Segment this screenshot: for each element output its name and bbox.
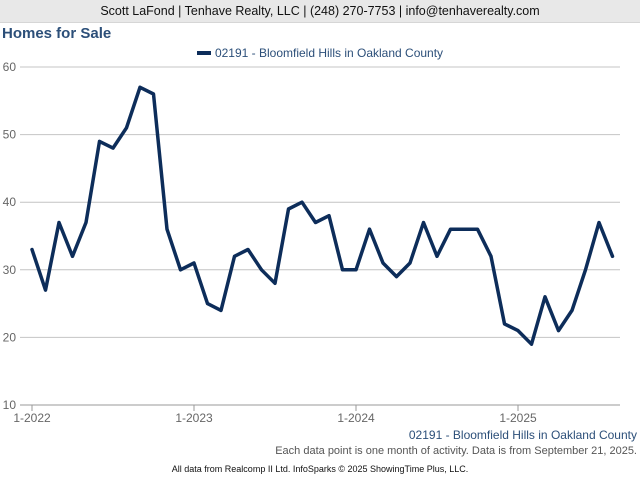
y-tick-label: 50 <box>3 128 17 142</box>
data-point <box>44 288 47 292</box>
data-point <box>368 227 371 231</box>
legend-swatch <box>196 50 211 55</box>
legend-label: 02191 - Bloomfield Hills in Oakland Coun… <box>214 46 444 60</box>
y-tick-label: 60 <box>3 60 17 74</box>
data-point <box>395 275 398 279</box>
data-point <box>435 254 439 258</box>
data-point <box>354 268 358 272</box>
data-note: Each data point is one month of activity… <box>275 445 637 457</box>
data-point <box>71 254 74 258</box>
data-point <box>422 220 425 224</box>
data-point <box>462 227 466 231</box>
data-point <box>327 214 331 218</box>
chart-title: Homes for Sale <box>2 25 112 42</box>
data-point <box>570 308 574 312</box>
data-point <box>476 227 479 231</box>
series-lines <box>30 85 615 346</box>
data-point <box>98 139 101 143</box>
data-point <box>179 268 182 272</box>
header-bar <box>0 0 640 23</box>
contact-header: Scott LaFond | Tenhave Realty, LLC | (24… <box>100 4 540 18</box>
data-point <box>584 268 587 272</box>
data-point <box>543 295 547 299</box>
chart-legend: 02191 - Bloomfield Hills in Oakland Coun… <box>0 46 640 60</box>
series-line <box>30 85 615 346</box>
data-point <box>84 220 88 224</box>
data-point <box>516 329 520 333</box>
data-point <box>165 227 169 231</box>
x-tick-label: 1-2023 <box>175 411 213 425</box>
x-tick-label: 1-2024 <box>337 411 375 425</box>
data-point <box>314 220 317 224</box>
series-caption: 02191 - Bloomfield Hills in Oakland Coun… <box>408 428 637 442</box>
data-point <box>192 261 196 265</box>
data-point <box>57 220 61 224</box>
data-point <box>111 146 115 150</box>
x-tick-label: 1-2022 <box>13 411 51 425</box>
data-point <box>287 207 290 211</box>
data-point <box>138 85 142 89</box>
grid-lines <box>20 66 620 406</box>
data-point <box>300 200 304 204</box>
data-point <box>503 322 506 326</box>
y-tick-label: 10 <box>3 398 17 412</box>
x-tick-label: 1-2025 <box>499 411 537 425</box>
data-point <box>381 261 385 265</box>
y-tick-label: 30 <box>3 263 17 277</box>
data-point <box>273 281 277 285</box>
data-point <box>246 248 250 252</box>
data-point <box>489 254 493 258</box>
data-point <box>597 220 601 224</box>
tick-labels: 10 20 30 40 50 60 1-2022 1-2023 1-2024 1-2025 <box>3 60 537 425</box>
axes <box>31 405 519 411</box>
data-point <box>260 268 263 272</box>
data-point <box>152 92 155 96</box>
data-point <box>30 248 34 252</box>
y-tick-label: 20 <box>3 330 17 344</box>
data-point <box>206 302 209 306</box>
y-tick-label: 40 <box>3 195 17 209</box>
data-point <box>557 329 560 333</box>
data-point <box>233 254 236 258</box>
data-point <box>530 342 533 346</box>
data-point <box>341 268 344 272</box>
data-point <box>449 227 452 231</box>
data-point <box>611 254 614 258</box>
data-point <box>408 261 412 265</box>
data-point <box>125 126 128 130</box>
footer-credit: All data from Realcomp II Ltd. InfoSpark… <box>171 464 469 474</box>
data-point <box>219 308 223 312</box>
